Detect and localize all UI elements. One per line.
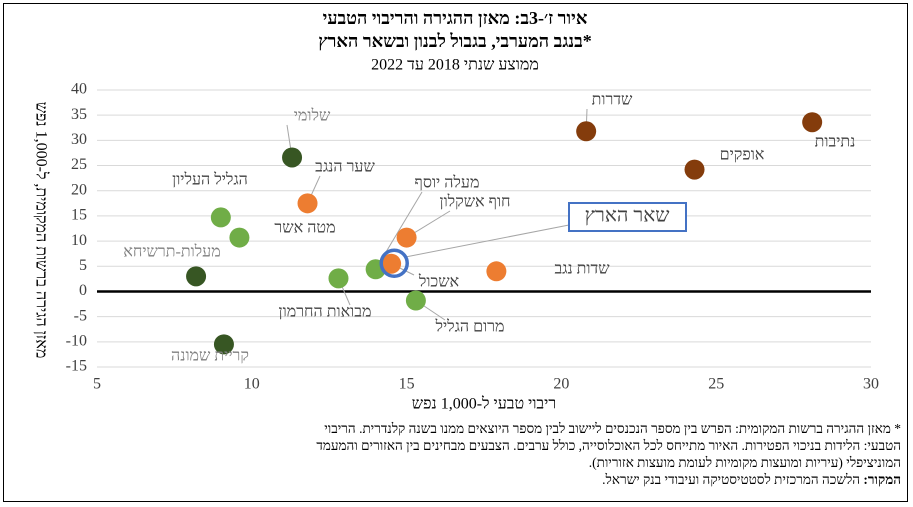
chart: איור ז׳-3ב: מאזן ההגירה והריבוי הטבעי בנ… (32, 8, 879, 413)
point-label: מרום הגליל (434, 318, 504, 336)
y-tick-label: 0 (79, 282, 87, 299)
source: המקור: הלשכה המרכזית לסטטיסטיקה ועיבודי … (21, 471, 901, 488)
y-tick-label: 35 (71, 106, 87, 123)
point-label: שדרות (592, 92, 633, 109)
point-label: שלומי (294, 107, 331, 125)
point-label: קריית שמונה (171, 348, 249, 365)
x-tick-label: 25 (708, 376, 724, 393)
note-line: * מאזן ההגירה ברשות המקומית: הפרש בין מס… (324, 421, 901, 436)
point (186, 266, 207, 287)
chart-subtitle: ממוצע שנתי 2018 עד 2022 (371, 57, 539, 74)
y-tick-label: -5 (74, 307, 87, 324)
y-tick-label: 15 (71, 207, 87, 224)
point-label: נתיבות (815, 134, 856, 151)
x-tick-label: 20 (553, 376, 569, 393)
point (576, 121, 597, 142)
y-tick-label: 40 (71, 81, 87, 98)
point-label: אשכול (418, 273, 460, 291)
point-label: חוף אשקלון (440, 193, 511, 211)
point-label: מעלות-תרשיחא (123, 243, 220, 261)
highlight-point (379, 248, 409, 279)
chart-title: איור ז׳-3ב: מאזן ההגירה והריבוי הטבעי (323, 8, 588, 28)
point (405, 290, 426, 311)
point-label: מטה אשר (274, 220, 335, 237)
y-tick-label: 25 (71, 156, 87, 173)
y-tick-label: -10 (66, 332, 87, 349)
x-tick-label: 30 (863, 376, 879, 393)
x-tick-label: 10 (244, 376, 260, 393)
leader-line (404, 224, 570, 258)
x-tick-label: 5 (93, 376, 101, 393)
point (802, 112, 823, 133)
point (684, 159, 705, 180)
x-tick-label: 15 (399, 376, 415, 393)
y-tick-label: 20 (71, 181, 87, 198)
point-label: אופקים (720, 147, 765, 164)
point-label: מעלה יוסף (415, 174, 480, 192)
chart-title: בנגב המערבי, בגבול לבנון ובשאר הארץ* (318, 31, 592, 51)
source-text: הלשכה המרכזית לסטטיסטיקה ועיבודי בנק ישר… (602, 472, 861, 487)
point (213, 334, 234, 355)
source-label: המקור: (863, 472, 901, 487)
point (297, 193, 318, 214)
point (396, 227, 417, 248)
x-axis-label: ריבוי טבעי ל-1,000 נפש (412, 395, 556, 413)
note-line: הטבעי: הלידות בניכוי הפטירות. האיור מתיי… (316, 438, 901, 453)
y-tick-label: -15 (66, 358, 87, 375)
point (381, 253, 402, 274)
point (486, 261, 507, 282)
point (229, 227, 250, 248)
y-tick-label: 5 (79, 257, 87, 274)
y-axis-label: מאזן הגירה ברשות המקומית, ל-1,000 נפש (32, 102, 50, 359)
point (328, 268, 349, 289)
point (210, 207, 231, 228)
highlight-label: שאר הארץ (585, 205, 670, 227)
frame (3, 3, 908, 502)
point-label: מבואות החרמון (279, 304, 372, 321)
y-tick-label: 10 (71, 232, 87, 249)
point-label: שער הנגב (315, 159, 375, 176)
y-tick-label: 30 (71, 131, 87, 148)
notes: * מאזן ההגירה ברשות המקומית: הפרש בין מס… (21, 420, 901, 488)
point-label: שדות נגב (554, 261, 610, 278)
point (282, 147, 303, 168)
note-line: המוניציפלי (עיריות ומועצות מקומיות לעומת… (588, 455, 901, 470)
point-label: הגליל העליון (172, 171, 248, 189)
highlight-box (568, 202, 687, 232)
